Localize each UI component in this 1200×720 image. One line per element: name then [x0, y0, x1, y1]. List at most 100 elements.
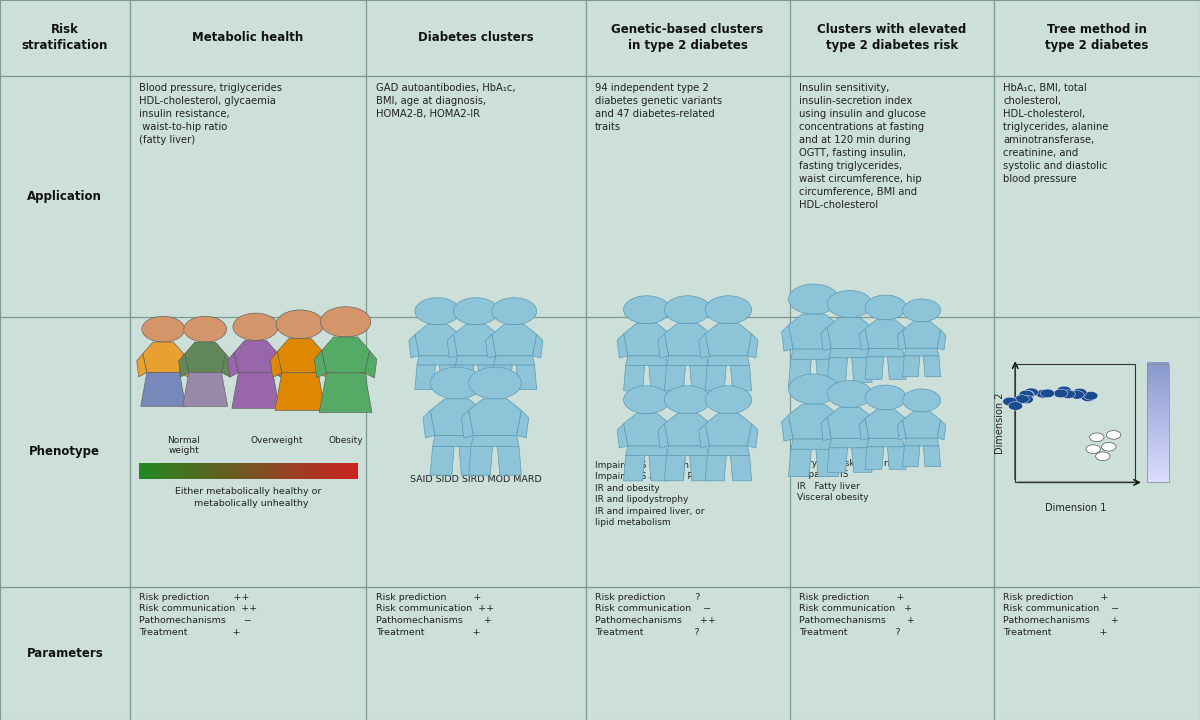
Circle shape — [1019, 395, 1033, 404]
Circle shape — [1096, 452, 1110, 461]
Bar — [1147, 428, 1169, 431]
Bar — [366, 0, 586, 76]
Bar — [175, 463, 179, 479]
Polygon shape — [228, 353, 239, 377]
Polygon shape — [272, 353, 283, 377]
Bar — [1147, 384, 1169, 387]
Polygon shape — [624, 366, 644, 391]
Bar — [156, 463, 158, 479]
Polygon shape — [322, 337, 370, 373]
Polygon shape — [707, 424, 718, 448]
Bar — [790, 0, 994, 76]
Polygon shape — [430, 446, 454, 475]
Polygon shape — [690, 456, 710, 481]
Bar — [252, 463, 254, 479]
Circle shape — [276, 310, 324, 338]
Polygon shape — [275, 373, 325, 410]
Bar — [139, 463, 143, 479]
Bar — [354, 463, 358, 479]
Text: SAID SIDD SIRD MOD MARD: SAID SIDD SIRD MOD MARD — [410, 475, 541, 484]
Polygon shape — [492, 365, 512, 390]
Bar — [145, 463, 148, 479]
Polygon shape — [666, 334, 677, 358]
Polygon shape — [649, 456, 670, 481]
Bar — [292, 463, 294, 479]
Circle shape — [1106, 431, 1121, 439]
Circle shape — [624, 386, 670, 414]
Bar — [146, 463, 150, 479]
Bar — [1147, 479, 1169, 482]
Polygon shape — [821, 327, 832, 351]
Bar — [1015, 364, 1135, 482]
Bar — [1147, 423, 1169, 427]
Bar — [203, 463, 205, 479]
Bar — [0, 587, 130, 720]
Bar — [311, 463, 314, 479]
Polygon shape — [902, 356, 920, 377]
Polygon shape — [493, 356, 534, 365]
Bar — [277, 463, 280, 479]
Bar — [1147, 376, 1169, 379]
Bar — [157, 463, 161, 479]
Polygon shape — [180, 354, 190, 377]
Bar — [1147, 402, 1169, 405]
Text: Blood pressure, triglycerides
HDL-cholesterol, glycaemia
insulin resistance,
 wa: Blood pressure, triglycerides HDL-choles… — [139, 83, 282, 145]
Polygon shape — [859, 329, 869, 350]
Bar — [0, 0, 130, 76]
Text: Risk prediction         +
Risk communication   +
Pathomechanisms       +
Treatme: Risk prediction + Risk communication + P… — [799, 593, 916, 636]
Circle shape — [1057, 386, 1072, 395]
Bar — [152, 463, 155, 479]
Bar — [168, 463, 172, 479]
Text: Phenotype: Phenotype — [29, 445, 101, 459]
Bar — [170, 463, 173, 479]
Polygon shape — [314, 351, 326, 378]
Text: Dimension 2: Dimension 2 — [995, 392, 1004, 454]
Bar — [322, 463, 325, 479]
Circle shape — [624, 296, 670, 324]
Bar — [150, 463, 154, 479]
Bar — [1147, 449, 1169, 453]
Bar — [306, 463, 308, 479]
Bar — [320, 463, 323, 479]
Bar — [224, 463, 227, 479]
Circle shape — [469, 367, 522, 399]
Polygon shape — [902, 412, 941, 438]
Text: Risk prediction        ++
Risk communication  ++
Pathomechanisms      −
Treatmen: Risk prediction ++ Risk communication ++… — [139, 593, 257, 636]
Bar — [296, 463, 300, 479]
Text: Genetic-based clusters
in type 2 diabetes: Genetic-based clusters in type 2 diabete… — [612, 23, 763, 53]
Circle shape — [902, 389, 941, 412]
Bar — [299, 463, 301, 479]
Polygon shape — [827, 448, 847, 472]
Bar — [142, 463, 144, 479]
Bar — [217, 463, 220, 479]
Bar — [226, 463, 229, 479]
Circle shape — [184, 316, 227, 342]
Bar — [1147, 439, 1169, 443]
Polygon shape — [470, 436, 520, 446]
Circle shape — [865, 385, 906, 410]
Bar — [1147, 408, 1169, 411]
Polygon shape — [143, 342, 184, 373]
Circle shape — [827, 291, 872, 318]
Bar — [340, 463, 343, 479]
Circle shape — [706, 386, 751, 414]
Polygon shape — [898, 330, 906, 350]
Bar — [1147, 455, 1169, 459]
Polygon shape — [666, 424, 677, 448]
Circle shape — [1040, 389, 1055, 397]
Polygon shape — [706, 456, 726, 481]
Polygon shape — [748, 424, 758, 448]
Polygon shape — [365, 351, 377, 378]
Bar — [229, 463, 233, 479]
Bar — [1147, 469, 1169, 472]
Polygon shape — [222, 354, 232, 377]
Polygon shape — [617, 334, 628, 358]
Bar — [193, 463, 197, 479]
Bar — [1147, 374, 1169, 377]
Bar — [349, 463, 352, 479]
Bar — [338, 463, 341, 479]
Polygon shape — [690, 366, 710, 391]
Bar — [994, 317, 1200, 587]
Text: GAD autoantibodies, HbA₁c,
BMI, age at diagnosis,
HOMA2-B, HOMA2-IR: GAD autoantibodies, HbA₁c, BMI, age at d… — [376, 83, 515, 119]
Bar — [1147, 454, 1169, 456]
